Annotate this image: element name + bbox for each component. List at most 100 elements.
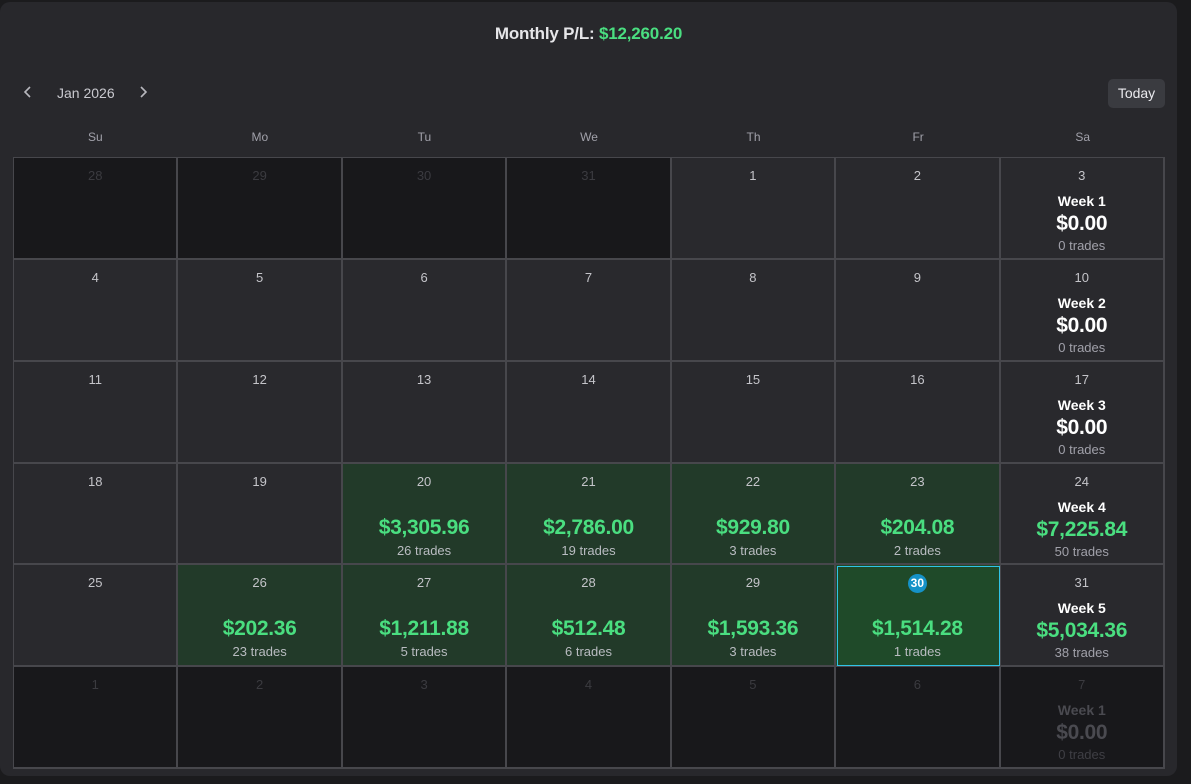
day-cell[interactable]: 5 [178, 259, 343, 362]
day-trade-count: 6 trades [565, 644, 612, 660]
day-cell[interactable]: 2 [178, 667, 343, 769]
day-cell[interactable]: 7 [507, 259, 672, 362]
week-trade-count: 50 trades [1054, 543, 1109, 559]
day-cell[interactable]: 28 $512.48 6 trades [507, 565, 672, 668]
day-cell[interactable]: 31 [507, 158, 672, 260]
day-number: 1 [91, 677, 99, 693]
day-cell[interactable]: 22 $929.80 3 trades [671, 463, 837, 566]
monthly-pl-value: $12,260.20 [599, 24, 683, 43]
day-cell[interactable]: 4 [507, 667, 672, 769]
day-number: 30 [416, 168, 432, 183]
day-cell[interactable]: 12 [178, 361, 343, 464]
day-number: 27 [416, 575, 432, 591]
day-cell[interactable]: 25 [14, 565, 179, 668]
day-cell[interactable]: 26 $202.36 23 trades [178, 565, 343, 668]
weekday-label: Sa [1075, 130, 1091, 144]
week-pl-value: $7,225.84 [1036, 517, 1128, 541]
week-summary-cell[interactable]: 7 Week 1 $0.00 0 trades [1000, 667, 1165, 769]
day-cell[interactable]: 8 [671, 259, 837, 362]
day-number: 6 [420, 269, 428, 285]
week-pl-value: $0.00 [1056, 415, 1108, 439]
day-number: 6 [913, 677, 921, 693]
day-cell[interactable]: 9 [836, 259, 1001, 362]
day-number: 22 [745, 473, 761, 489]
today-badge: 30 [907, 574, 927, 594]
prev-month-button[interactable] [16, 82, 40, 106]
chevron-left-icon [23, 86, 31, 98]
week-pl-value: $0.00 [1056, 212, 1108, 235]
day-cell-today[interactable]: 30 $1,514.28 1 trades [836, 565, 1001, 668]
day-number: 14 [581, 371, 596, 387]
day-pl-value: $1,211.88 [379, 617, 469, 641]
day-number: 4 [584, 677, 593, 693]
day-cell[interactable]: 15 [671, 361, 837, 464]
day-number: 7 [584, 269, 593, 285]
day-trade-count: 5 trades [400, 644, 448, 660]
day-pl-value: $202.36 [222, 617, 297, 641]
day-cell[interactable]: 28 [14, 158, 179, 260]
day-trade-count: 23 trades [232, 644, 287, 660]
day-cell[interactable]: 14 [507, 361, 672, 464]
day-cell[interactable]: 2 [836, 158, 1001, 260]
week-summary-cell[interactable]: 3 Week 1 $0.00 0 trades [1000, 158, 1165, 260]
day-cell[interactable]: 16 [836, 361, 1001, 464]
day-number: 1 [749, 168, 757, 183]
weekday-label: Th [746, 130, 761, 144]
day-cell[interactable]: 20 $3,305.96 26 trades [342, 463, 508, 566]
day-cell[interactable]: 1 [14, 667, 179, 769]
monthly-pl: Monthly P/L: $12,260.20 [0, 24, 1177, 44]
day-number: 11 [88, 371, 102, 387]
day-number: 21 [581, 473, 596, 489]
next-month-button[interactable] [131, 82, 155, 106]
day-number: 23 [910, 473, 925, 489]
day-cell[interactable]: 5 [671, 667, 837, 769]
day-trade-count: 19 trades [561, 542, 616, 558]
weekday-label: Fr [912, 130, 924, 144]
day-pl-value: $512.48 [551, 617, 626, 641]
today-button[interactable]: Today [1108, 79, 1165, 108]
day-pl-value: $2,786.00 [543, 515, 634, 539]
day-number: 18 [87, 473, 103, 489]
day-cell[interactable]: 21 $2,786.00 19 trades [507, 463, 672, 566]
day-number: 16 [910, 371, 925, 387]
day-cell[interactable]: 3 [342, 667, 508, 769]
day-cell[interactable]: 30 [342, 158, 508, 260]
day-cell[interactable]: 1 [671, 158, 837, 260]
day-trade-count: 26 trades [396, 542, 452, 558]
day-cell[interactable]: 4 [14, 259, 179, 362]
week-label: Week 2 [1057, 294, 1106, 311]
day-cell[interactable]: 6 [342, 259, 508, 362]
day-cell[interactable]: 13 [342, 361, 508, 464]
day-cell[interactable]: 23 $204.08 2 trades [836, 463, 1001, 566]
weekday-header: Su Mo Tu We Th Fr Sa [13, 130, 1165, 146]
week-summary-cell[interactable]: 10 Week 2 $0.00 0 trades [1000, 259, 1165, 362]
day-number: 5 [749, 677, 757, 693]
week-summary-cell[interactable]: 24 Week 4 $7,225.84 50 trades [1000, 463, 1165, 566]
week-label: Week 4 [1057, 498, 1106, 515]
day-number: 28 [581, 575, 596, 591]
day-cell[interactable]: 27 $1,211.88 5 trades [342, 565, 508, 668]
day-number: 31 [581, 168, 596, 183]
week-summary-cell[interactable]: 31 Week 5 $5,034.36 38 trades [1000, 565, 1165, 668]
day-pl-value: $929.80 [716, 515, 790, 539]
day-cell[interactable]: 18 [14, 463, 179, 566]
day-trade-count: 1 trades [893, 644, 941, 660]
day-number: 8 [749, 269, 757, 285]
day-cell[interactable]: 29 [178, 158, 343, 260]
week-label: Week 1 [1057, 702, 1106, 719]
day-cell[interactable]: 19 [178, 463, 343, 566]
day-number: 3 [1078, 168, 1086, 183]
day-cell[interactable]: 6 [836, 667, 1001, 769]
weekday-label: Mo [251, 130, 269, 144]
day-cell[interactable]: 11 [14, 361, 179, 464]
day-cell[interactable]: 29 $1,593.36 3 trades [671, 565, 837, 668]
day-number: 10 [1074, 269, 1090, 285]
day-pl-value: $3,305.96 [378, 515, 470, 539]
day-number: 26 [252, 575, 267, 591]
day-number: 12 [252, 371, 267, 387]
week-pl-value: $0.00 [1056, 721, 1108, 745]
week-summary-cell[interactable]: 17 Week 3 $0.00 0 trades [1000, 361, 1165, 464]
month-label: Jan 2026 [57, 85, 115, 101]
day-trade-count: 3 trades [729, 542, 777, 558]
day-trade-count: 2 trades [893, 542, 941, 558]
